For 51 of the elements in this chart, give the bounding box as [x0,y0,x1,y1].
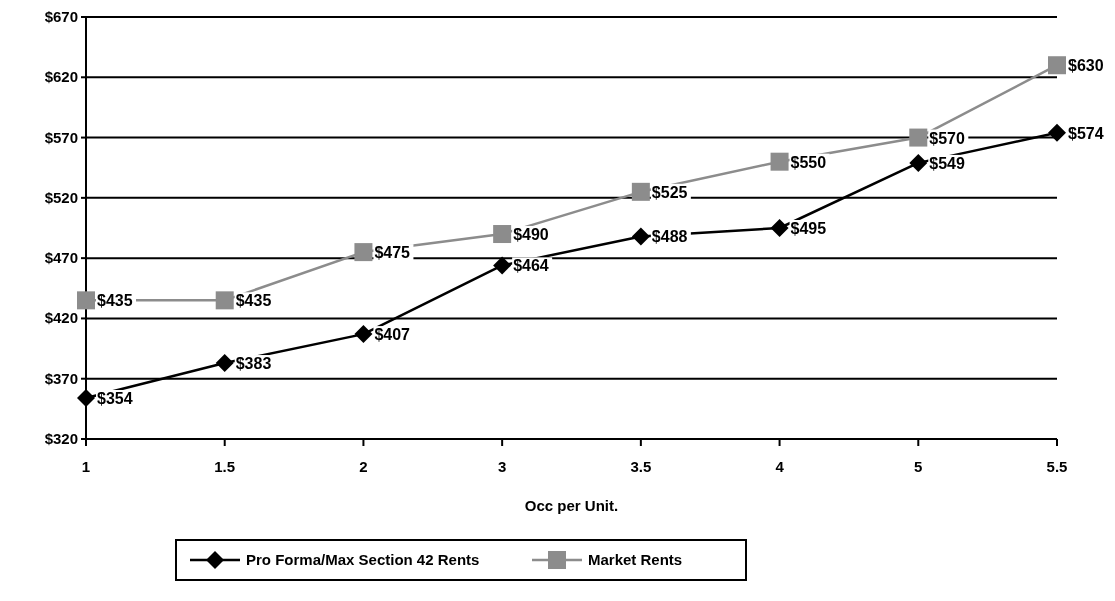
point [631,182,650,201]
data-label: $354 [97,390,133,408]
point [770,152,789,171]
data-label: $435 [97,292,133,310]
point [770,219,789,237]
y-tick-label: $470 [44,249,78,267]
x-tick-label: 3 [497,458,507,475]
data-label: $525 [651,183,688,201]
point [493,225,512,244]
point [77,389,95,408]
data-label: $630 [1068,57,1104,75]
x-tick-label: 4 [775,458,785,475]
data-label: $574 [1068,124,1104,142]
x-tick-label: 2 [359,458,368,475]
x-tick-label: 1.5 [214,458,236,475]
legend-label: Market Rents [588,551,683,568]
x-axis-title: Occ per Unit. [524,497,619,514]
x-tick-label: 1 [81,458,91,475]
data-label: $570 [929,129,965,147]
y-tick-label: $620 [44,68,78,86]
point [631,227,650,246]
data-label: $435 [235,292,272,310]
point [909,128,928,147]
data-label: $464 [513,257,549,275]
x-tick-label: 3.5 [630,458,652,475]
point [1048,123,1066,142]
data-label: $490 [513,226,549,244]
point [354,325,373,344]
y-tick-label: $570 [44,128,78,146]
y-tick-label: $520 [44,188,78,206]
legend-label: Pro Forma/Max Section 42 Rents [246,551,480,568]
data-label: $488 [651,228,688,246]
data-label: $383 [235,355,272,373]
x-tick-label: 5.5 [1046,458,1068,475]
data-label: $549 [929,154,965,172]
point [354,243,373,262]
data-label: $550 [790,153,827,171]
y-tick-label: $420 [44,309,78,327]
data-label: $495 [790,220,827,237]
y-tick-label: $670 [44,8,78,25]
point [909,153,928,172]
data-label: $475 [374,244,411,262]
data-label: $407 [374,326,411,344]
point [77,291,95,310]
x-tick-label: 5 [914,458,923,475]
y-tick-label: $370 [44,369,78,387]
point [1048,56,1066,75]
point [493,256,512,275]
point [215,291,234,310]
y-tick-label: $320 [44,430,78,447]
point [215,354,234,373]
